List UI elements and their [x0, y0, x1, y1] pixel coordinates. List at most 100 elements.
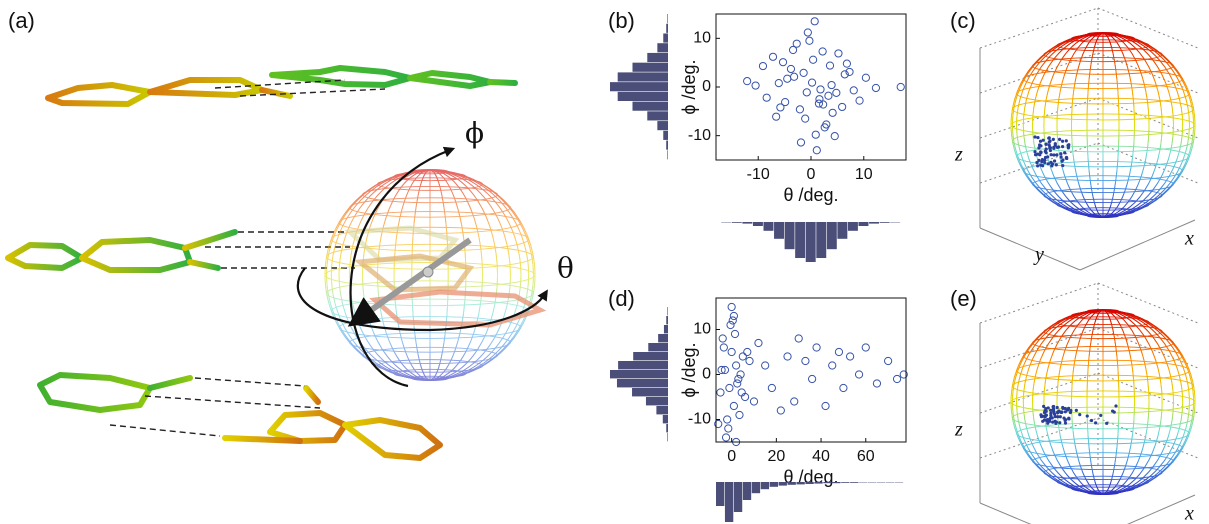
scatter-point	[763, 94, 770, 101]
molecule-bond	[190, 262, 218, 268]
sample-dot	[1045, 148, 1048, 151]
sample-dot	[1043, 418, 1046, 421]
sample-dot	[1051, 162, 1054, 165]
molecule-bond	[82, 240, 190, 270]
sample-dot	[1039, 164, 1042, 167]
sample-dot	[1033, 135, 1036, 138]
z-axis-label: z	[954, 144, 963, 166]
y-tick-label: 10	[693, 321, 711, 338]
scatter-point	[728, 348, 735, 355]
y-histogram-bar	[618, 72, 668, 81]
sample-dot	[1114, 404, 1117, 407]
sample-dot	[1060, 410, 1063, 413]
scatter-point	[828, 81, 835, 88]
scatter-point	[779, 59, 786, 66]
x-histogram-bar	[816, 222, 826, 258]
x-histogram-bar	[788, 482, 796, 485]
y-histogram-bar	[666, 24, 668, 33]
y-histogram-bar	[663, 33, 668, 42]
x-histogram-bar	[774, 222, 784, 239]
scatter-point	[843, 60, 850, 67]
box-edge	[980, 8, 1098, 48]
scatter-point	[720, 344, 727, 351]
sample-dot	[1113, 411, 1116, 414]
scatter-point	[731, 330, 738, 337]
y-tick-label: 0	[702, 366, 711, 383]
y-histogram-bar	[657, 121, 668, 130]
sample-dot	[1060, 160, 1063, 163]
dashed-link	[195, 378, 305, 386]
sample-dot	[1048, 141, 1051, 144]
sample-dot	[1034, 153, 1037, 156]
molecule-bond	[272, 68, 410, 85]
x-histogram-bar	[785, 222, 795, 249]
molecule-bond	[345, 420, 440, 458]
scatter-point	[775, 80, 782, 87]
y-histogram-bar	[633, 352, 668, 360]
sample-dot	[1045, 143, 1048, 146]
y-histogram-bar	[667, 150, 668, 159]
scatter-point	[791, 73, 798, 80]
y-tick-label: -10	[688, 127, 711, 144]
y-histogram-bar	[663, 131, 668, 140]
z-axis-label: z	[954, 419, 963, 441]
sample-dot	[1064, 410, 1067, 413]
sample-dot	[1075, 409, 1078, 412]
y-axis-label: ϕ /deg.	[679, 342, 699, 397]
panel-label: (d)	[608, 286, 635, 311]
x-histogram-bar	[796, 482, 804, 484]
sample-dot	[1050, 153, 1053, 156]
sample-dot	[1047, 137, 1050, 140]
sample-dot	[1065, 157, 1068, 160]
molecule-bond	[8, 245, 82, 268]
sample-dot	[1055, 163, 1058, 166]
box-edge	[980, 228, 1080, 270]
y-histogram-bar	[646, 397, 668, 405]
sample-dot	[1036, 164, 1039, 167]
scatter-point	[812, 131, 819, 138]
sample-dot	[1058, 138, 1061, 141]
sample-dot	[1067, 417, 1070, 420]
x-histogram-bar	[806, 222, 816, 262]
sample-dot	[1055, 421, 1058, 424]
x-histogram-bar	[832, 482, 840, 483]
pivot	[423, 267, 433, 277]
scatter-point	[835, 50, 842, 57]
x-histogram-bar	[848, 222, 858, 231]
sample-dot	[1059, 415, 1062, 418]
sample-dot	[1063, 151, 1066, 154]
sample-dot	[1049, 409, 1052, 412]
scatter-point	[728, 303, 735, 310]
x-tick-label: 0	[807, 166, 816, 183]
scatter-point	[897, 83, 904, 90]
x-histogram-bar	[841, 482, 849, 483]
sample-dot	[1105, 422, 1108, 425]
x-tick-label: 20	[767, 448, 785, 465]
sample-dot	[1055, 153, 1058, 156]
scatter-point	[813, 147, 820, 154]
sample-dot	[1049, 417, 1052, 420]
scatter-point	[862, 344, 869, 351]
scatter-point	[762, 362, 769, 369]
molecule-bond	[306, 388, 318, 402]
scatter-point	[752, 82, 759, 89]
scatter-point	[744, 348, 751, 355]
sample-dot	[1090, 419, 1093, 422]
y-histogram-bar	[632, 63, 668, 72]
x-histogram-bar	[734, 482, 742, 512]
sample-dot	[1062, 416, 1065, 419]
scatter-point	[727, 321, 734, 328]
scatter-point	[893, 375, 900, 382]
sample-dot	[1049, 149, 1052, 152]
y-histogram-bar	[658, 334, 668, 342]
sample-dot	[1037, 159, 1040, 162]
y-histogram-bar	[632, 102, 668, 111]
y-histogram-bar	[666, 316, 668, 324]
sample-dot	[1086, 414, 1089, 417]
scatter-point	[811, 18, 818, 25]
molecule-bond	[270, 413, 345, 441]
x-axis-label: x	[1184, 503, 1194, 524]
scatter-point	[755, 339, 762, 346]
scatter-point	[773, 113, 780, 120]
sample-dot	[1052, 153, 1055, 156]
